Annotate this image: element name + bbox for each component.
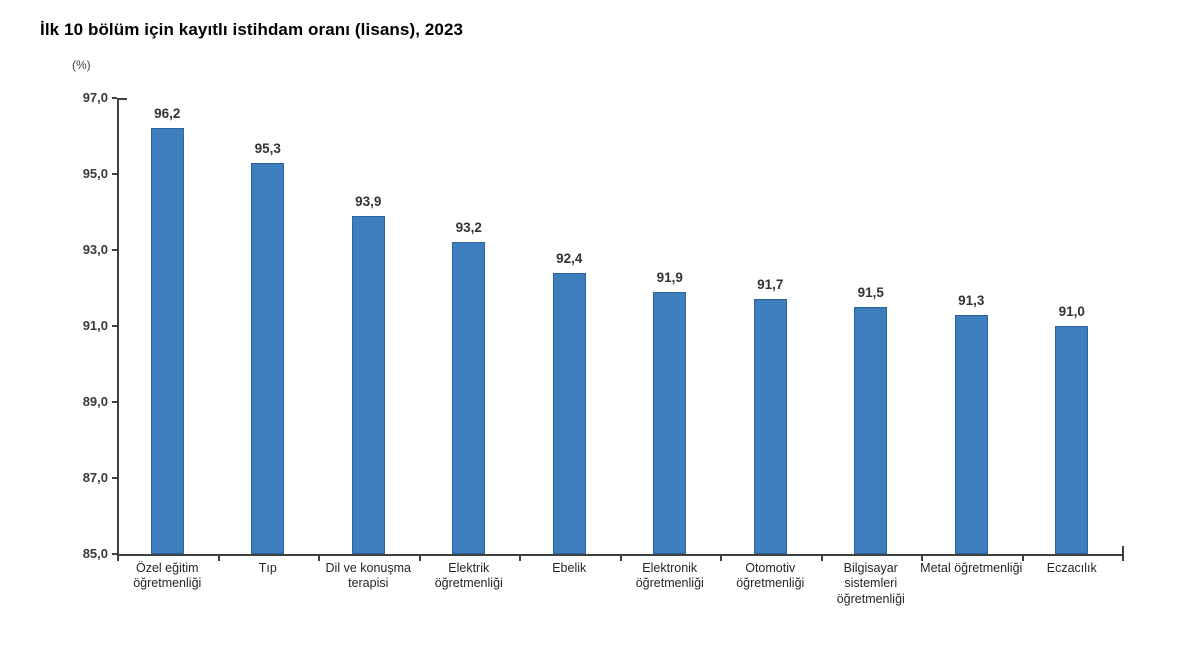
bar-value-label: 96,2 (154, 106, 181, 122)
x-category-label: Dil ve konuşma terapisi (325, 561, 411, 591)
bar-value-label: 91,0 (1058, 304, 1085, 319)
bar-value-label: 91,9 (656, 269, 683, 285)
y-tick-mark (112, 477, 117, 479)
x-category-label: Metal öğretmenliği (920, 561, 1023, 575)
x-category-label: Elektronik öğretmenliği (635, 561, 704, 591)
bar-value-label: 92,4 (556, 250, 583, 266)
y-tick-mark (112, 401, 117, 403)
bar-value-label: 91,5 (857, 285, 884, 300)
y-tick-label: 91,0 (82, 318, 108, 333)
x-tick-mark (117, 556, 119, 561)
x-tick-mark (720, 556, 722, 561)
x-category-label: Eczacılık (1046, 561, 1097, 575)
y-tick-label: 97,0 (82, 90, 108, 105)
bar (251, 162, 285, 554)
bar (552, 272, 586, 554)
x-axis-line (117, 554, 1124, 556)
y-tick-mark (112, 97, 117, 99)
x-tick-mark (418, 556, 421, 561)
bar (753, 299, 787, 554)
y-tick-label: 95,0 (82, 166, 108, 181)
bar (954, 314, 988, 554)
x-tick-mark (217, 556, 220, 561)
bar (351, 215, 385, 554)
x-tick-mark (1122, 556, 1124, 561)
y-tick-mark (112, 553, 117, 555)
chart-title: İlk 10 bölüm için kayıtlı istihdam oranı… (40, 20, 464, 39)
x-tick-mark (318, 556, 320, 561)
x-category-label: Bilgisayar sistemleri öğretmenliği (836, 561, 905, 606)
x-category-label: Elektrik öğretmenliği (434, 561, 503, 591)
y-tick-mark (112, 249, 117, 251)
y-tick-label: 93,0 (82, 242, 108, 257)
bar (653, 291, 687, 554)
bar-value-label: 93,9 (355, 193, 382, 209)
y-axis-top-cap (119, 98, 127, 100)
y-tick-mark (112, 325, 117, 327)
y-tick-label: 87,0 (82, 470, 108, 485)
y-tick-mark (112, 173, 117, 175)
bar (1055, 326, 1089, 554)
x-category-label: Ebelik (552, 561, 587, 575)
y-axis-unit-label: (%) (72, 58, 91, 72)
x-tick-mark (820, 556, 823, 561)
x-tick-mark (1021, 556, 1024, 561)
bar (854, 307, 888, 554)
bar-value-label: 95,3 (254, 140, 281, 156)
x-category-label: Otomotiv öğretmenliği (736, 561, 805, 591)
bar (452, 242, 486, 554)
x-category-label: Özel eğitim öğretmenliği (133, 561, 202, 591)
x-tick-mark (921, 556, 923, 561)
y-tick-label: 85,0 (82, 546, 108, 561)
x-tick-mark (619, 556, 622, 561)
x-category-label: Tıp (258, 561, 277, 575)
bar-value-label: 91,3 (958, 292, 985, 308)
x-tick-mark (519, 556, 521, 561)
bar-value-label: 91,7 (757, 277, 784, 293)
bar-value-label: 93,2 (455, 220, 482, 236)
y-axis-line (117, 98, 119, 556)
y-tick-label: 89,0 (82, 394, 108, 409)
bar (150, 128, 184, 554)
x-axis-end-cap (1122, 546, 1124, 554)
